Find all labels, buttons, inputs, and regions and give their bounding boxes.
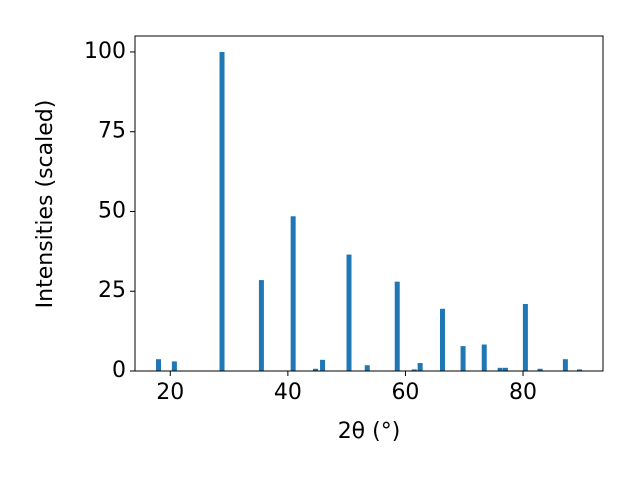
bar [346,254,352,371]
x-axis-label: 2θ (°) [338,419,401,444]
y-tick-label: 100 [84,39,126,64]
bar [156,359,162,371]
plot-frame [134,35,604,372]
y-axis-label: Intensities (scaled) [33,100,58,309]
bar [522,304,528,371]
bar [497,367,503,371]
bar [320,359,326,371]
bar [417,363,423,371]
bar [171,361,177,371]
bar [460,346,466,371]
bar [258,280,264,371]
bar [576,369,582,371]
y-tick-label: 50 [98,198,126,223]
y-tick-label: 25 [98,278,126,303]
bar [364,365,370,371]
bar [394,281,400,371]
bar [411,369,417,371]
y-tick-label: 75 [98,119,126,144]
bar [502,367,508,371]
x-tick-label: 20 [156,380,184,405]
x-tick-label: 80 [509,380,537,405]
bar [439,308,445,371]
bar [481,344,487,371]
bar [219,51,225,371]
bar [537,368,543,371]
bar [290,216,296,371]
x-tick-label: 40 [274,380,302,405]
bar [562,359,568,371]
y-tick-label: 0 [112,358,126,383]
bar [312,368,318,371]
x-tick-label: 60 [391,380,419,405]
